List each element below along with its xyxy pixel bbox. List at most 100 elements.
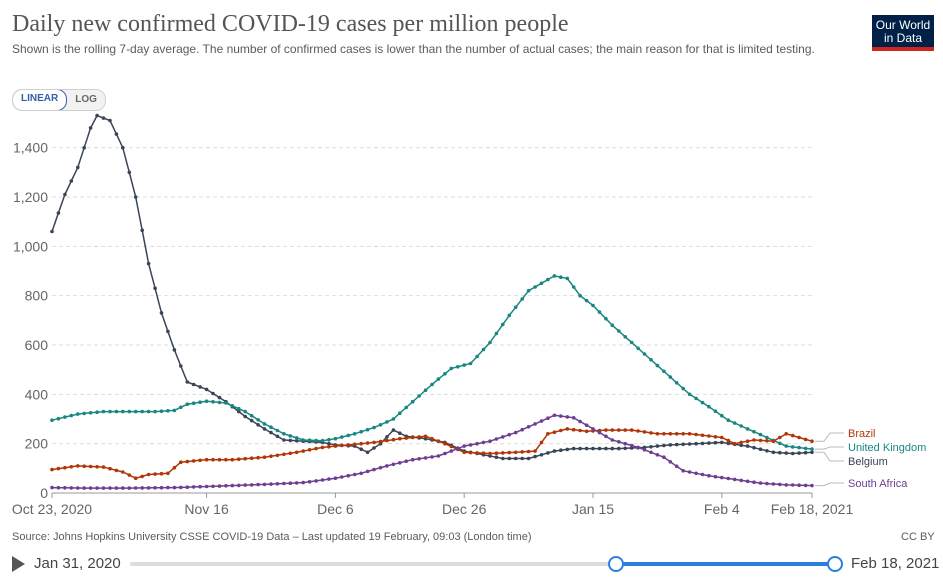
point-united-kingdom	[372, 425, 376, 430]
point-united-kingdom	[520, 297, 524, 301]
point-south-africa	[668, 460, 673, 464]
point-united-kingdom	[359, 429, 364, 434]
point-belgium	[56, 211, 61, 215]
point-brazil	[559, 428, 563, 433]
play-icon[interactable]	[12, 556, 25, 572]
license-link[interactable]: CC BY	[901, 531, 935, 543]
owid-logo[interactable]: Our World in Data	[872, 15, 934, 51]
point-belgium	[797, 451, 801, 455]
point-belgium	[372, 446, 376, 450]
label-connector	[815, 446, 844, 450]
point-united-kingdom	[436, 377, 441, 381]
log-scale-button[interactable]: LOG	[75, 94, 97, 105]
point-south-africa	[700, 472, 705, 477]
point-belgium	[790, 451, 795, 456]
point-south-africa	[262, 482, 267, 487]
point-belgium	[172, 348, 177, 352]
point-brazil	[191, 459, 196, 463]
point-brazil	[146, 472, 151, 477]
point-south-africa	[185, 485, 190, 490]
point-brazil	[662, 432, 666, 436]
point-south-africa	[655, 453, 660, 457]
point-united-kingdom	[50, 418, 54, 423]
timeline-end-handle[interactable]	[827, 556, 843, 572]
point-united-kingdom	[629, 340, 634, 345]
point-united-kingdom	[604, 316, 608, 321]
point-south-africa	[256, 482, 260, 487]
point-brazil	[739, 440, 743, 445]
point-united-kingdom	[146, 409, 151, 414]
point-brazil	[179, 460, 183, 465]
point-brazil	[578, 428, 582, 433]
point-brazil	[649, 431, 653, 435]
point-belgium	[95, 113, 99, 118]
point-brazil	[687, 432, 692, 436]
point-united-kingdom	[765, 435, 769, 440]
point-south-africa	[726, 476, 731, 481]
point-south-africa	[69, 486, 74, 490]
point-united-kingdom	[694, 396, 698, 401]
point-brazil	[468, 450, 473, 455]
point-south-africa	[539, 419, 544, 423]
point-brazil	[359, 441, 364, 446]
point-south-africa	[127, 486, 132, 490]
point-united-kingdom	[378, 423, 383, 427]
point-south-africa	[649, 450, 653, 455]
point-brazil	[610, 428, 615, 432]
x-tick-label: Dec 26	[442, 501, 487, 517]
point-brazil	[95, 465, 99, 469]
point-brazil	[224, 457, 228, 462]
point-brazil	[275, 453, 280, 458]
point-south-africa	[636, 445, 640, 450]
point-belgium	[617, 446, 621, 451]
point-belgium	[275, 434, 280, 439]
logo-line-2: in Data	[883, 31, 923, 45]
point-belgium	[159, 311, 164, 315]
point-belgium	[758, 447, 763, 452]
point-united-kingdom	[410, 399, 415, 404]
point-belgium	[114, 132, 119, 136]
point-south-africa	[430, 455, 434, 459]
point-brazil	[262, 455, 267, 460]
point-united-kingdom	[121, 409, 125, 414]
point-brazil	[526, 449, 531, 454]
point-south-africa	[50, 485, 54, 490]
point-brazil	[784, 432, 788, 436]
point-brazil	[372, 440, 376, 445]
point-brazil	[552, 430, 557, 435]
point-south-africa	[475, 441, 479, 446]
point-south-africa	[385, 464, 389, 468]
series-lines	[50, 113, 814, 490]
y-tick-label: 1,000	[13, 238, 48, 254]
point-brazil	[417, 435, 421, 439]
point-belgium	[649, 445, 653, 449]
point-south-africa	[243, 483, 247, 487]
point-south-africa	[662, 455, 666, 460]
point-brazil	[56, 466, 61, 471]
timeline-slider[interactable]	[130, 556, 843, 572]
point-south-africa	[462, 444, 467, 448]
point-south-africa	[771, 482, 776, 486]
point-united-kingdom	[462, 363, 467, 367]
point-brazil	[636, 429, 640, 433]
point-south-africa	[417, 457, 421, 461]
point-belgium	[507, 456, 512, 461]
point-united-kingdom	[249, 413, 254, 418]
point-brazil	[494, 451, 499, 456]
point-south-africa	[797, 483, 801, 488]
point-brazil	[269, 454, 273, 459]
point-brazil	[140, 474, 144, 479]
point-brazil	[571, 427, 576, 432]
point-belgium	[153, 286, 157, 291]
timeline-start-handle[interactable]	[608, 556, 625, 572]
point-united-kingdom	[726, 418, 731, 423]
point-south-africa	[237, 483, 241, 488]
point-united-kingdom	[526, 288, 531, 293]
point-united-kingdom	[256, 418, 260, 422]
point-south-africa	[108, 486, 112, 490]
line-chart[interactable]: 0 200 400 600 800 1,000 1,200 1,400 Oct 23, 202…	[0, 0, 943, 530]
point-brazil	[423, 434, 428, 439]
point-brazil	[642, 430, 647, 434]
point-united-kingdom	[720, 413, 724, 418]
linear-scale-button[interactable]: LINEAR	[12, 90, 68, 110]
